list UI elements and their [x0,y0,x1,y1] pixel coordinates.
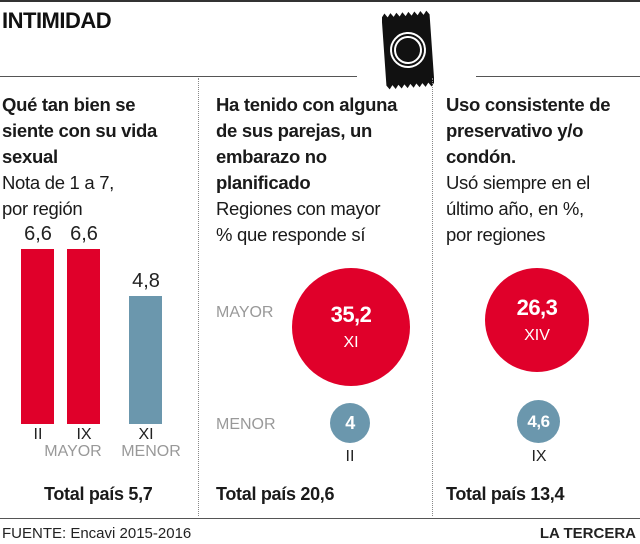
bubble-value: 4 [345,412,355,433]
bar-ii [21,248,54,424]
panel-1-subtitle-line: Nota de 1 a 7, [2,172,115,193]
panel-1-total: Total país 5,7 [44,484,153,504]
header-divider-left [0,76,357,77]
bar-category-label: XI [138,426,154,443]
bubble-region-label: IX [531,448,547,465]
row-label-mayor: MAYOR [216,304,274,321]
source-note: FUENTE: Encavi 2015-2016 [2,525,192,542]
bar-ix [67,248,100,424]
panel-3-total: Total país 13,4 [446,484,565,504]
panel-3-heading: Uso consistente de preservativo y/o cond… [446,92,640,248]
panel-1-title-line: siente con su vida [2,120,157,141]
panel-1-subtitle-line: por región [2,198,83,219]
bubble-region-label: II [345,448,355,465]
panel-2-total: Total país 20,6 [216,484,335,504]
bar-category-label: IX [76,426,92,443]
panel-3-title-line: condón. [446,146,516,167]
group-label-menor: MENOR [121,443,181,460]
bubble-region: XI [343,334,359,351]
panel-3-title-line: Uso consistente de [446,94,611,115]
bubble-menor-preservativo: 4,6 [517,400,560,443]
panel-2-title-line: planificado [216,172,311,193]
bubble-mayor-preservativo: 26,3 XIV [485,268,589,372]
bubble-mayor-embarazo: 35,2 XI [292,268,410,386]
footer-divider [0,518,640,519]
bubble-value: 35,2 [330,302,372,327]
panel-3-title-line: preservativo y/o [446,120,584,141]
bubble-region: XIV [524,327,550,344]
bubble-value: 26,3 [516,295,558,320]
panel-3-subtitle-line: por regiones [446,224,546,245]
brand-logo: LA TERCERA [539,525,636,542]
bar-category-label: II [33,426,43,443]
panel-divider-2 [432,78,433,516]
panel-2-subtitle-line: % que responde sí [216,224,366,245]
panel-1-title-line: sexual [2,146,58,167]
page-title: INTIMIDAD [2,8,112,33]
bubble-value: 4,6 [527,411,550,431]
panel-2-title-line: Ha tenido con alguna [216,94,398,115]
panel-2-title-line: de sus parejas, un [216,120,373,141]
bubble-menor-embarazo: 4 [330,403,370,443]
panel-divider-1 [198,78,199,516]
bar-xi [129,296,162,424]
panel-2-subtitle-line: Regiones con mayor [216,198,381,219]
panel-3-subtitle-line: Usó siempre en el [446,172,590,193]
panel-1-heading: Qué tan bien se siente con su vida sexua… [2,92,198,222]
top-rule [0,0,640,2]
panel-2-heading: Ha tenido con alguna de sus parejas, un … [216,92,432,248]
panel-1-title-line: Qué tan bien se [2,94,136,115]
bar-value-label: 6,6 [24,222,52,245]
header-divider-right [476,76,640,77]
condom-packet-icon [381,8,435,92]
panel-3-subtitle-line: último año, en %, [446,198,584,219]
panel-2-title-line: embarazo no [216,146,327,167]
bar-value-label: 6,6 [70,222,98,245]
row-label-menor: MENOR [216,416,276,433]
group-label-mayor: MAYOR [44,443,102,460]
bar-value-label: 4,8 [132,270,160,293]
